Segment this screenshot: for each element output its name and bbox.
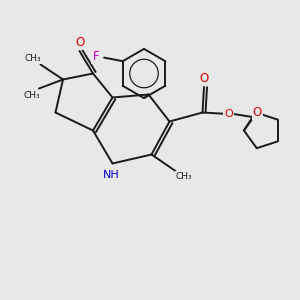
Text: F: F [92,50,99,63]
Text: NH: NH [103,170,119,180]
Text: CH₃: CH₃ [25,54,41,63]
Text: O: O [253,106,262,119]
Text: CH₃: CH₃ [23,91,40,100]
Text: O: O [75,36,84,49]
Text: CH₃: CH₃ [176,172,192,181]
Text: O: O [200,72,208,85]
Text: O: O [224,109,233,119]
